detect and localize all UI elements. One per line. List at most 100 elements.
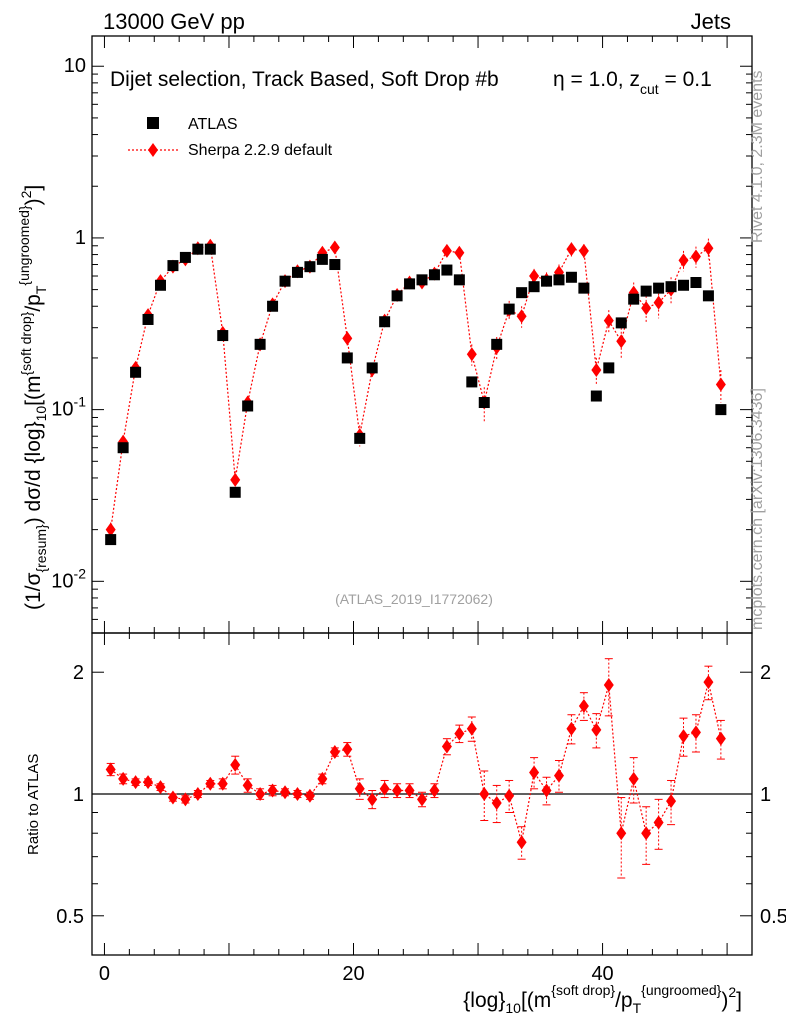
ratio-point bbox=[267, 783, 278, 798]
ratio-point bbox=[317, 771, 328, 786]
atlas-point bbox=[404, 278, 416, 290]
atlas-point bbox=[578, 282, 590, 294]
ratio-point bbox=[392, 783, 403, 798]
ratio-point bbox=[367, 792, 378, 807]
ratio-y-tick-label: 2 bbox=[73, 662, 84, 684]
atlas-point bbox=[541, 275, 553, 287]
sherpa-point bbox=[454, 245, 465, 260]
ratio-y-axis: 0.5 0.5 1 1 2 2 bbox=[56, 662, 786, 956]
ratio-y-tick-label: 1 bbox=[760, 784, 771, 806]
atlas-point bbox=[316, 253, 328, 265]
series-atlas bbox=[105, 243, 727, 546]
atlas-point bbox=[142, 313, 154, 325]
main-y-tick-label: 10 bbox=[64, 55, 86, 77]
sherpa-point bbox=[715, 377, 726, 392]
sherpa-point bbox=[678, 253, 689, 268]
sherpa-point bbox=[342, 331, 353, 346]
x-axis-label: {log}10[(m{soft drop}/pT{ungroomed})2] bbox=[463, 982, 742, 1016]
ratio-point bbox=[578, 699, 589, 714]
atlas-point bbox=[416, 274, 428, 286]
ratio-point bbox=[354, 781, 365, 796]
ratio-point bbox=[703, 675, 714, 690]
atlas-point bbox=[254, 338, 266, 350]
atlas-point bbox=[603, 362, 615, 374]
ratio-point bbox=[280, 785, 291, 800]
ratio-point bbox=[180, 792, 191, 807]
legend-sherpa-label: Sherpa 2.2.9 default bbox=[188, 142, 333, 159]
plot-title-cut: η = 1.0, zcut = 0.1 bbox=[553, 68, 712, 97]
legend-atlas-label: ATLAS bbox=[188, 116, 238, 133]
ratio-point bbox=[417, 792, 427, 807]
x-tick-label: 20 bbox=[342, 963, 364, 985]
sherpa-point bbox=[466, 347, 477, 362]
ratio-point bbox=[529, 765, 540, 780]
ratio-point bbox=[666, 794, 677, 809]
ratio-point bbox=[292, 787, 303, 801]
atlas-point bbox=[204, 243, 216, 255]
ratio-point bbox=[441, 739, 452, 754]
atlas-point bbox=[167, 260, 179, 272]
atlas-point bbox=[279, 275, 291, 287]
atlas-point bbox=[565, 271, 577, 283]
atlas-point bbox=[379, 316, 391, 328]
sherpa-point bbox=[690, 249, 701, 264]
ratio-point bbox=[192, 787, 203, 801]
series-sherpa bbox=[105, 238, 726, 538]
atlas-point bbox=[690, 277, 702, 289]
atlas-point bbox=[428, 269, 440, 281]
ratio-point bbox=[616, 826, 627, 841]
atlas-point bbox=[590, 390, 602, 402]
atlas-point bbox=[491, 338, 503, 350]
legend-atlas-marker bbox=[147, 117, 159, 129]
sherpa-point bbox=[566, 242, 577, 257]
ratio-point bbox=[429, 783, 440, 798]
ratio-point bbox=[379, 781, 390, 796]
sherpa-point bbox=[441, 243, 452, 258]
ratio-point bbox=[304, 788, 315, 803]
atlas-point bbox=[117, 442, 129, 454]
sherpa-point bbox=[591, 363, 602, 378]
ratio-point bbox=[230, 757, 241, 772]
ratio-point bbox=[541, 783, 552, 798]
ratio-line bbox=[110, 681, 722, 843]
atlas-point bbox=[715, 404, 727, 416]
atlas-point bbox=[304, 261, 316, 273]
ratio-point bbox=[105, 762, 116, 777]
ratio-point bbox=[479, 787, 490, 801]
atlas-point bbox=[640, 285, 652, 297]
category-label: Jets bbox=[691, 9, 731, 34]
atlas-point bbox=[441, 264, 453, 276]
x-tick-label: 0 bbox=[99, 963, 110, 985]
atlas-point bbox=[179, 251, 191, 263]
atlas-point bbox=[702, 290, 714, 302]
ratio-point bbox=[143, 775, 154, 790]
sherpa-point bbox=[516, 309, 527, 324]
atlas-point bbox=[291, 266, 303, 278]
x-axis: 0 20 40 bbox=[99, 36, 728, 985]
atlas-point bbox=[217, 330, 229, 342]
main-y-axis: 10-2 10-1 1 10 bbox=[51, 55, 752, 634]
main-y-tick-label: 10-2 bbox=[51, 565, 86, 592]
atlas-point bbox=[242, 400, 254, 412]
rivet-label: Rivet 4.1.0, 2.3M events bbox=[749, 70, 766, 243]
atlas-point bbox=[354, 432, 366, 444]
legend-sherpa-marker bbox=[148, 143, 158, 157]
sherpa-point bbox=[641, 301, 652, 316]
atlas-point bbox=[615, 317, 627, 329]
atlas-point bbox=[154, 279, 166, 291]
sherpa-point bbox=[317, 245, 328, 260]
ratio-point bbox=[466, 721, 477, 736]
ratio-point bbox=[603, 677, 614, 692]
sherpa-point bbox=[230, 472, 241, 487]
atlas-point bbox=[628, 293, 640, 305]
ratio-point bbox=[167, 790, 178, 805]
ratio-y-label: Ratio to ATLAS bbox=[25, 754, 42, 855]
sherpa-point bbox=[703, 241, 714, 256]
atlas-point bbox=[341, 352, 353, 364]
atlas-point bbox=[105, 534, 117, 546]
ratio-point bbox=[516, 835, 527, 850]
atlas-point bbox=[192, 243, 204, 255]
atlas-point bbox=[229, 486, 241, 498]
ratio-point bbox=[591, 722, 602, 737]
ratio-y-tick-label: 0.5 bbox=[56, 906, 84, 928]
